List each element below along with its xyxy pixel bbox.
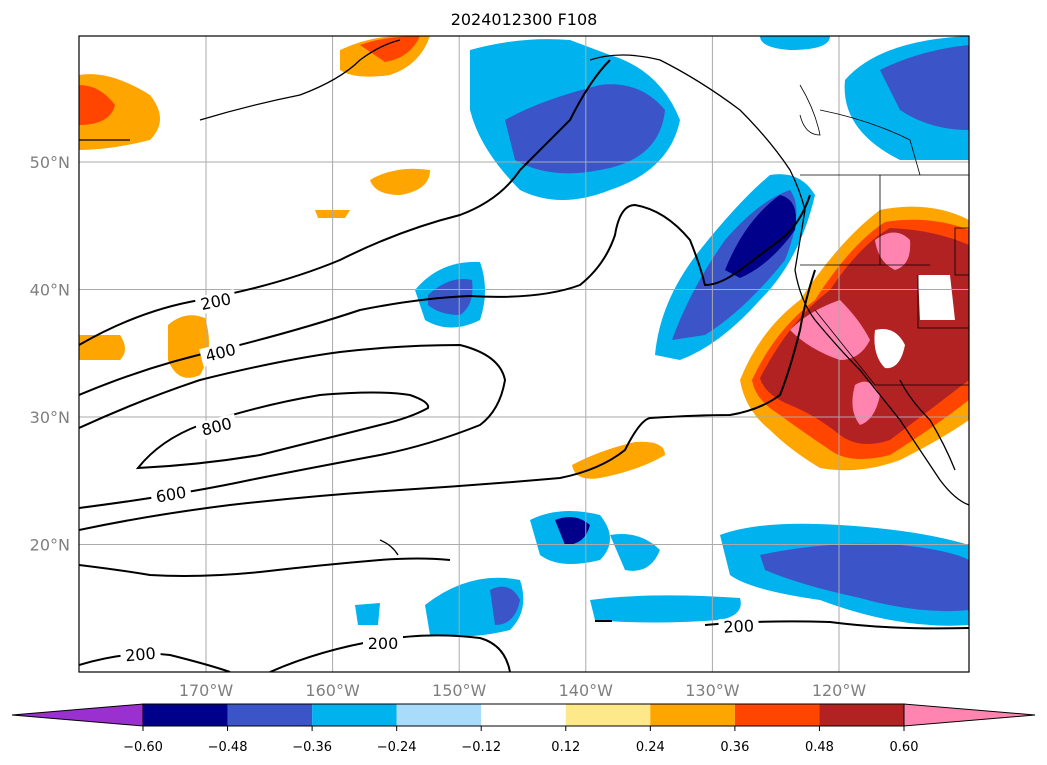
colorbar-segment [396,704,482,726]
colorbar-tick-label: 0.36 [720,740,749,755]
colorbar-segment [565,704,651,726]
longitude-label: 140°W [559,681,614,700]
latitude-label: 40°N [30,281,70,300]
colorbar-frame [142,703,905,727]
colorbar-tick-label: −0.24 [377,740,417,755]
colorbar-tick-label: 0.60 [890,740,919,755]
contour-label: 200 [199,289,233,314]
colorbar-segment [143,704,228,726]
colorbar-segment [312,704,397,726]
contour-label: 800 [200,414,234,440]
map-title: 2024012300 F108 [450,10,598,29]
contour-label-bg [195,413,239,441]
contour-label-bg [718,616,760,638]
longitude-label: 150°W [432,681,487,700]
coastlines [79,39,969,556]
colorbar-tick-label: −0.60 [123,740,163,755]
longitude-label: 160°W [305,681,360,700]
anomaly-fill [79,36,969,637]
longitude-label: 170°W [179,681,234,700]
latitude-label: 20°N [30,536,70,555]
colorbar-tick-label: 0.48 [805,740,834,755]
colorbar-tick-label: 0.12 [551,740,580,755]
contour-label-bg [363,635,403,653]
longitude-label: 130°W [685,681,740,700]
contour-label: 600 [154,483,187,507]
colorbar [11,703,1036,727]
map-panel [79,36,969,672]
contour-label-bg [119,644,162,666]
latitude-label: 50°N [30,153,70,172]
colorbar-extend-high [903,703,1036,727]
colorbar-segment [227,704,313,726]
political-borders [799,84,969,386]
longitude-labels: 170°W 160°W 150°W 140°W 130°W 120°W [179,681,867,700]
contour-label: 200 [124,644,156,666]
colorbar-tick-label: 0.24 [636,740,665,755]
latitude-labels: 50°N 40°N 30°N 20°N [30,153,70,555]
contour-label: 200 [368,634,399,653]
colorbar-tick-label: −0.12 [461,740,501,755]
colorbar-tick-label: −0.36 [292,740,332,755]
map-frame [78,35,970,673]
colorbar-segment [819,704,904,726]
contour-label: 200 [723,616,754,637]
contour-label-bg [194,289,238,316]
colorbar-segment [650,704,735,726]
height-contours [79,59,969,672]
colorbar-segment [734,704,820,726]
latitude-label: 30°N [30,408,70,427]
colorbar-extend-low [11,703,144,727]
contour-label-bg [199,339,243,367]
colorbar-segment [481,704,566,726]
colorbar-tick-label: −0.48 [208,740,248,755]
contour-label-bg [149,482,193,508]
colorbar-ticks: −0.60 −0.48 −0.36 −0.24 −0.12 0.12 0.24 0.36 0.4… [123,726,918,755]
longitude-label: 120°W [812,681,867,700]
